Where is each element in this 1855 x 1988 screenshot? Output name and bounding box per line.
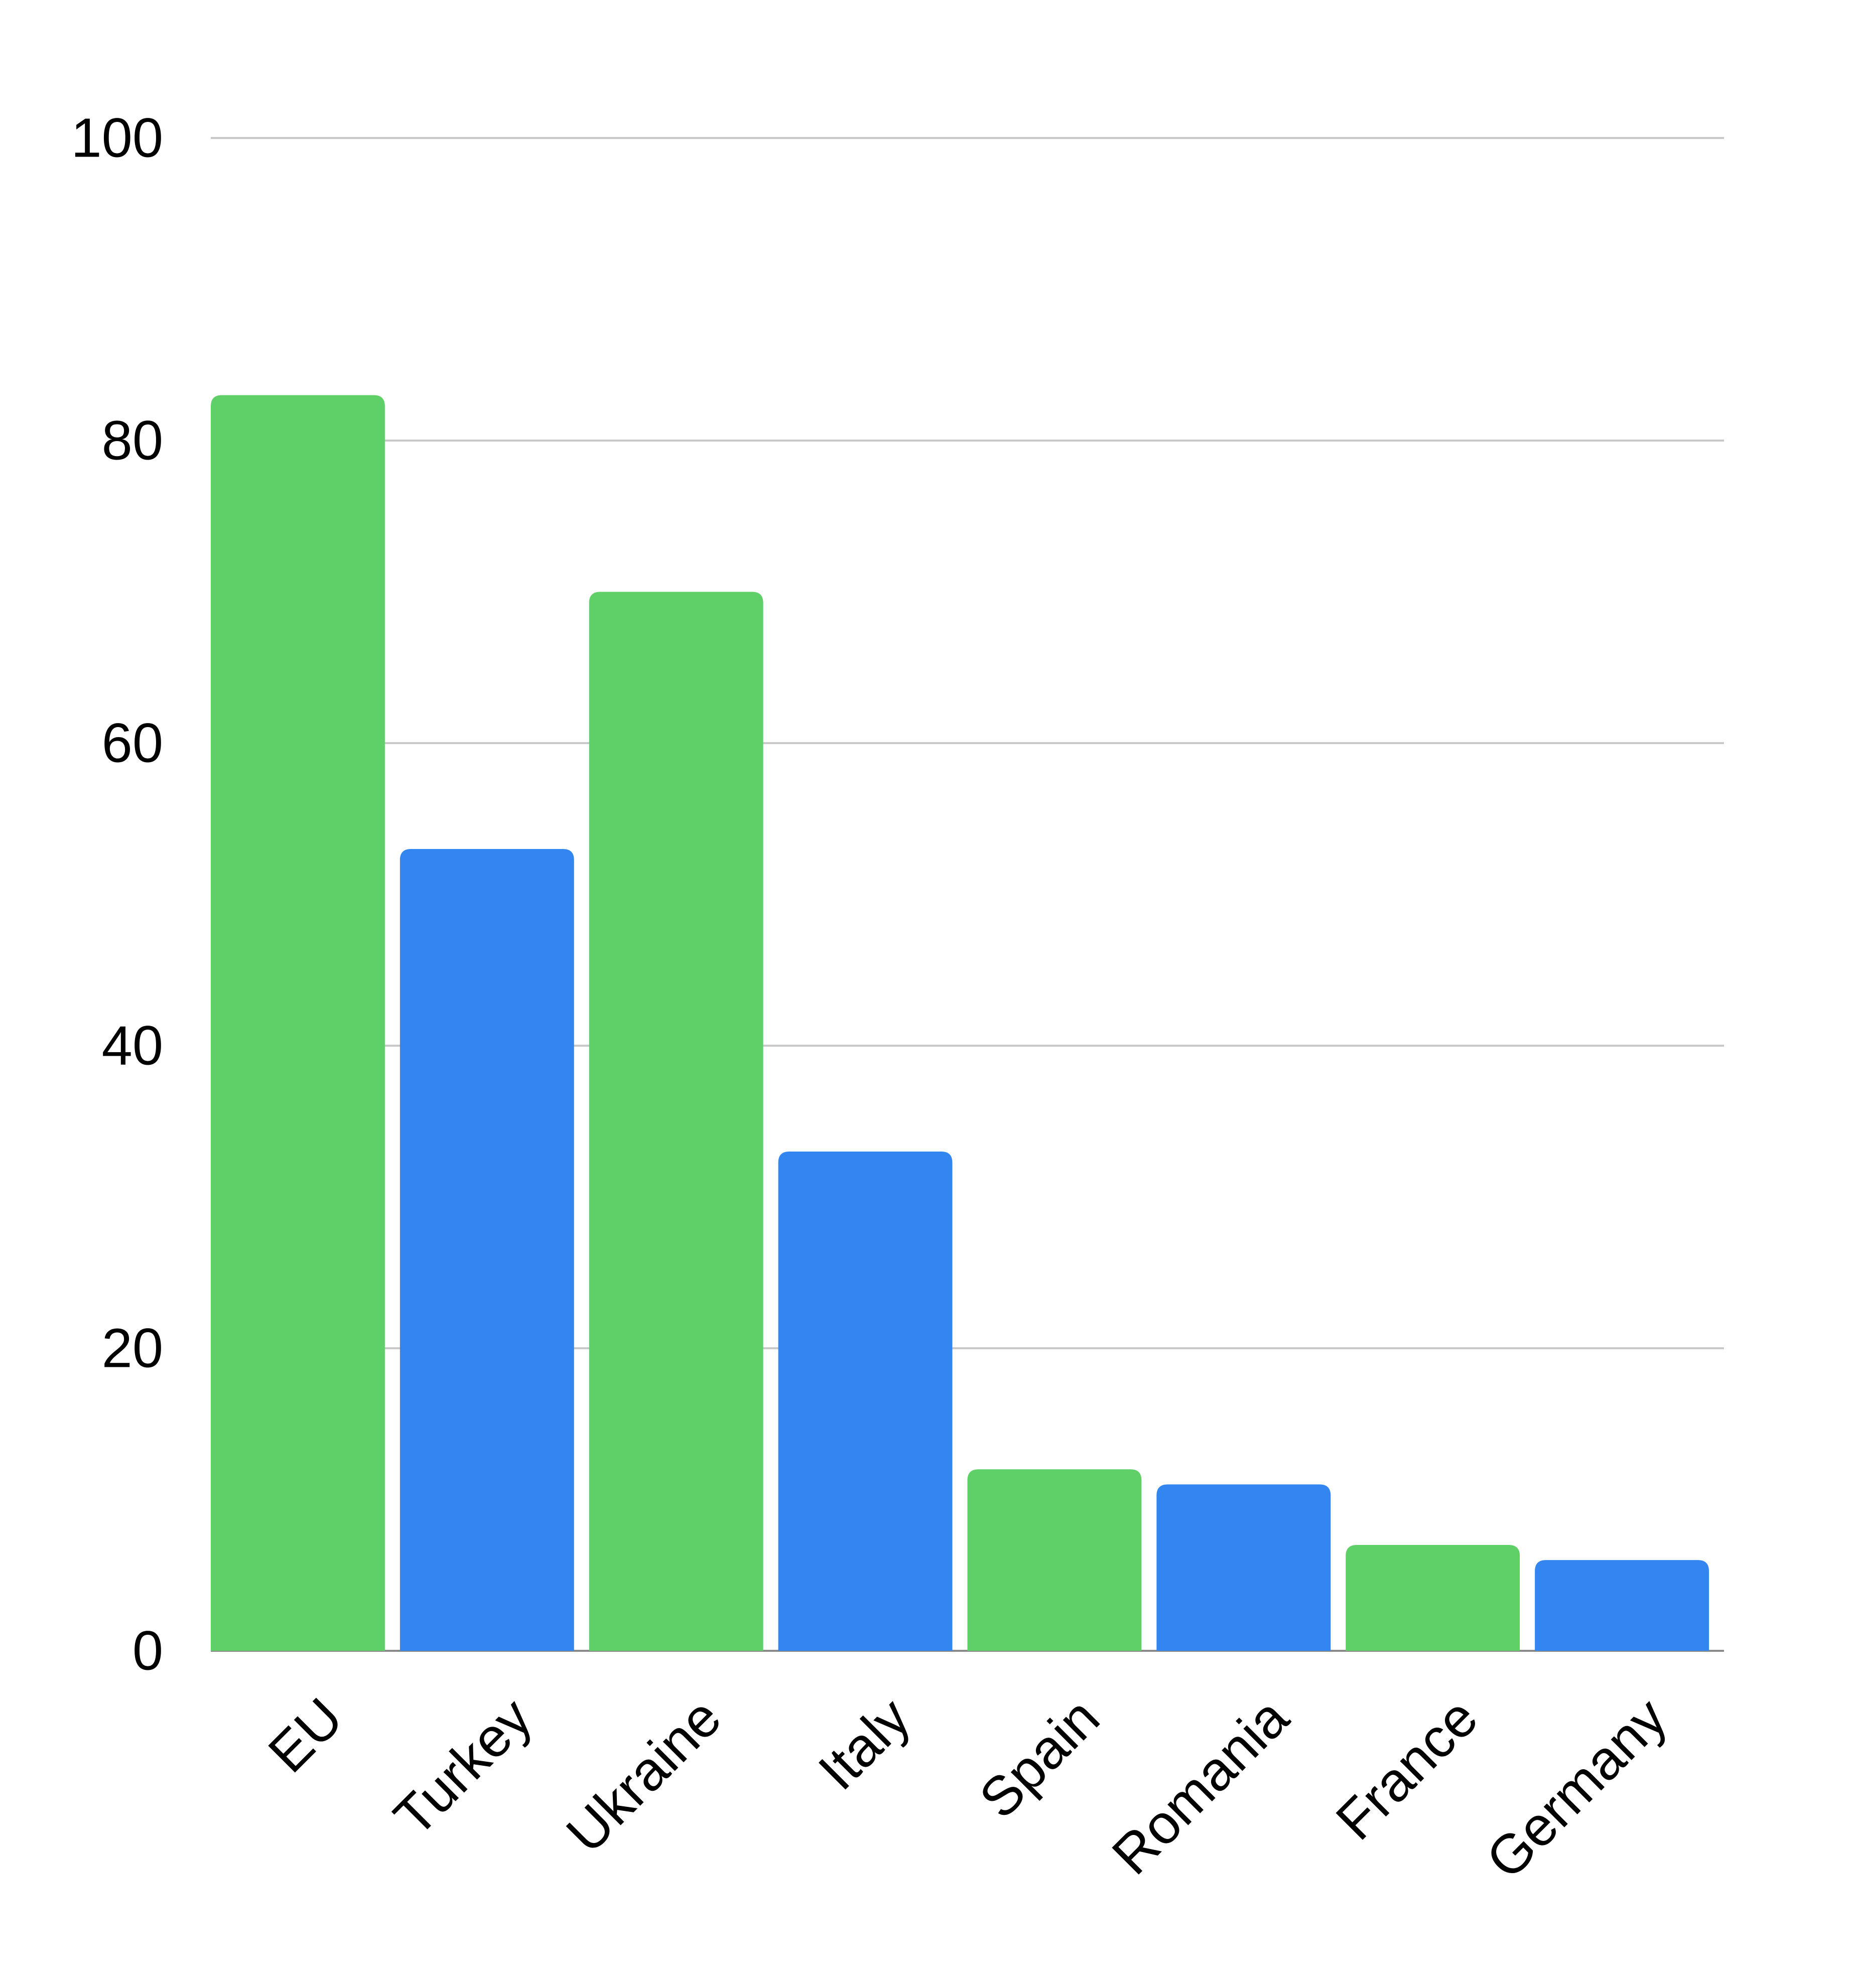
x-category-label: France [1324,1686,1490,1852]
x-category-label: EU [256,1686,354,1784]
x-category-label: Germany [1475,1686,1679,1891]
bar-germany [1535,1560,1709,1651]
x-category-label: Turkey [382,1686,544,1848]
bar-italy [778,1152,953,1651]
y-axis-ticks: 0 20 40 60 80 100 [71,107,163,1682]
y-tick-label: 0 [132,1620,163,1682]
y-tick-label: 60 [102,713,163,774]
x-category-label: Romania [1101,1686,1301,1886]
bar-spain [967,1469,1142,1651]
y-tick-label: 80 [102,410,163,472]
y-tick-label: 100 [71,107,163,169]
bars [211,395,1709,1651]
x-category-label: Spain [968,1686,1111,1830]
bar-eu [211,395,385,1651]
bar-romania [1156,1484,1331,1651]
y-tick-label: 20 [102,1318,163,1379]
bar-france [1346,1544,1520,1651]
y-tick-label: 40 [102,1015,163,1077]
bar-turkey [400,849,574,1651]
bar-ukraine [589,592,763,1651]
x-category-label: Ukraine [555,1686,733,1865]
x-category-label: Italy [807,1686,922,1802]
